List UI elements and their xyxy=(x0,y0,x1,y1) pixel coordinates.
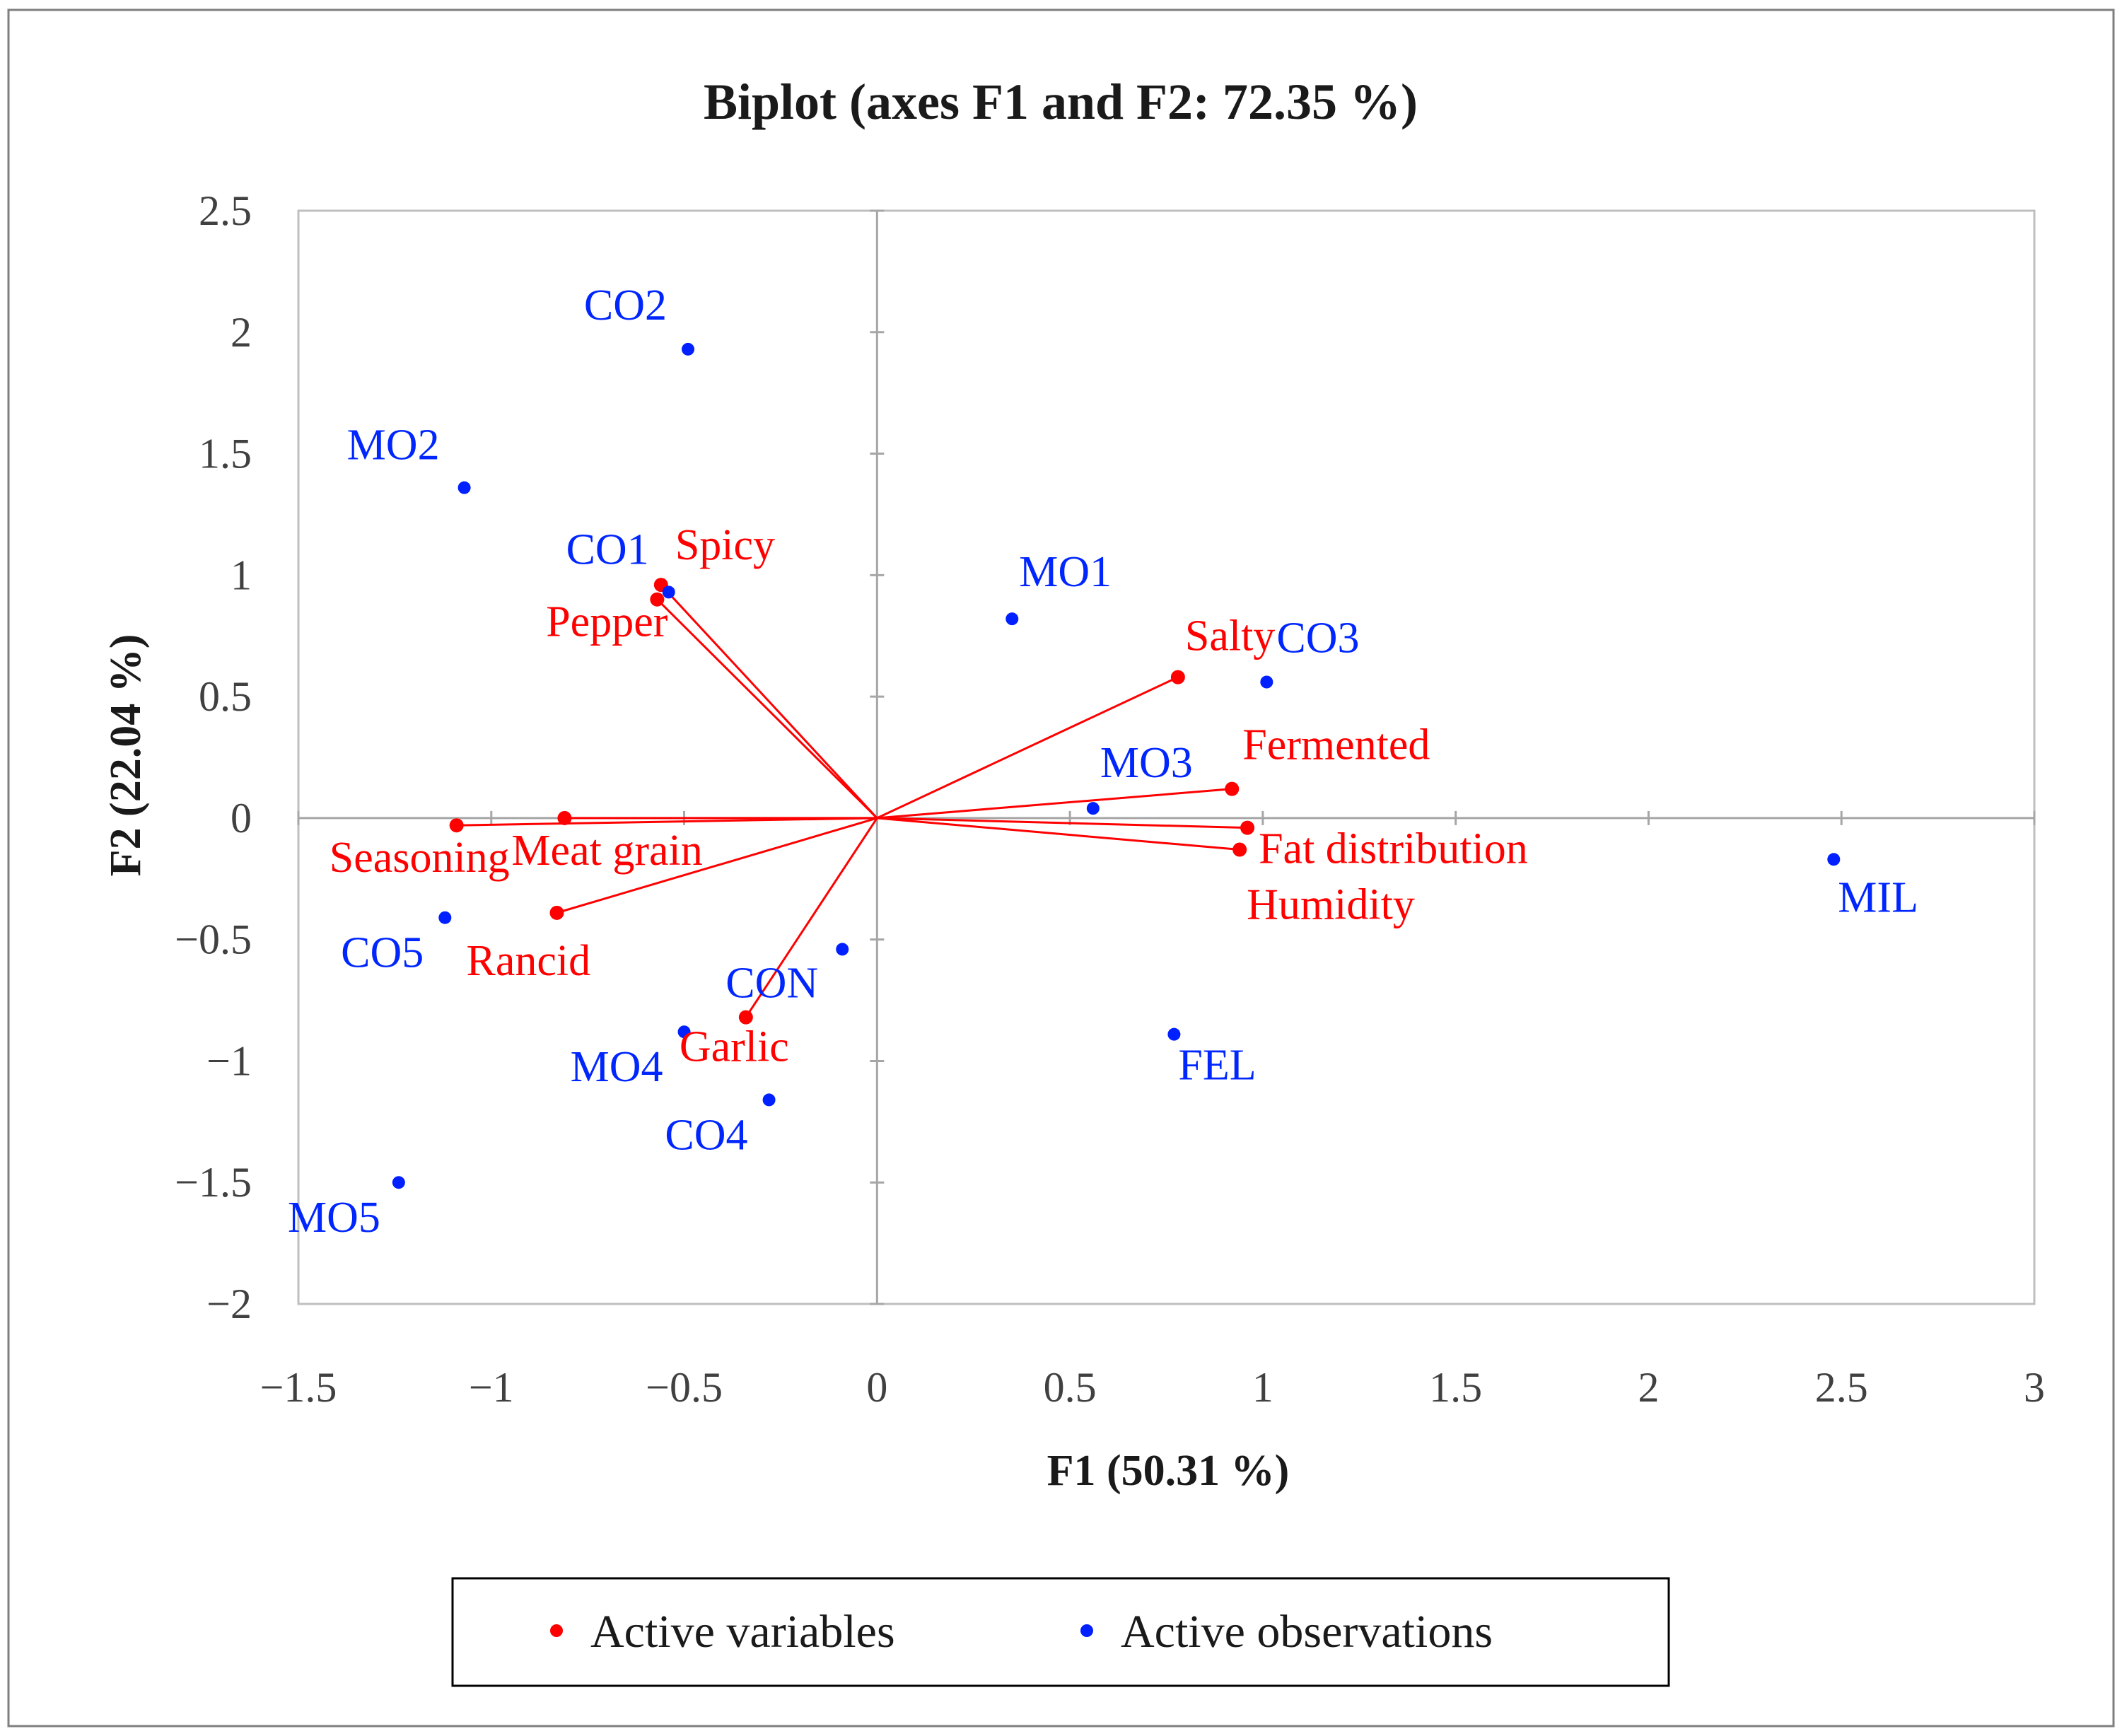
variable-point-fat-distribution xyxy=(1240,820,1255,835)
y-tick-label: 1.5 xyxy=(199,431,252,477)
y-tick-label: 2.5 xyxy=(199,187,252,234)
observation-label-co5: CO5 xyxy=(341,929,424,977)
observation-point-co2 xyxy=(682,342,695,356)
variable-vectors xyxy=(456,584,1248,1018)
x-tick-label: −0.5 xyxy=(646,1364,723,1411)
vector-seasoning xyxy=(456,817,878,827)
legend-box xyxy=(451,1577,1670,1687)
x-tick-label: 1 xyxy=(1252,1364,1273,1411)
observation-point-mo2 xyxy=(457,481,471,494)
observation-point-mil xyxy=(1827,853,1841,866)
variable-point-seasoning xyxy=(449,818,464,833)
axes: −1.5 −1 −0.5 0 0.5 1 1.5 2 2.5 3−2−1.5−1−0.500.51… xyxy=(175,187,2045,1411)
legend-marker-observations xyxy=(1080,1624,1093,1637)
x-tick-label: 3 xyxy=(2024,1364,2045,1411)
x-tick-label: 0 xyxy=(866,1364,887,1411)
y-axis-title: F2 (22.04 %) xyxy=(102,634,150,877)
observation-point-mo5 xyxy=(392,1176,405,1189)
vector-pepper xyxy=(656,598,878,819)
legend-marker-variables xyxy=(550,1624,563,1637)
chart-title: Biplot (axes F1 and F2: 72.35 %) xyxy=(704,74,1418,130)
y-tick-label: 1 xyxy=(231,552,252,598)
chart-frame xyxy=(7,8,2115,1728)
legend-label-variables: Active variables xyxy=(590,1606,895,1658)
observation-label-mo1: MO1 xyxy=(1019,548,1112,596)
x-tick-label: 2 xyxy=(1638,1364,1659,1411)
vector-rancid xyxy=(556,817,878,914)
legend-label-observations: Active observations xyxy=(1121,1606,1493,1658)
variable-label-fermented: Fermented xyxy=(1242,721,1430,769)
plot-area xyxy=(297,209,2036,1305)
observation-point-mo4 xyxy=(677,1025,691,1039)
y-tick-label: 2 xyxy=(231,309,252,356)
data-points xyxy=(392,342,1841,1189)
y-tick-label: −1 xyxy=(206,1037,252,1084)
variable-label-pepper: Pepper xyxy=(546,598,668,646)
variable-point-pepper xyxy=(650,592,665,607)
observation-label-mo3: MO3 xyxy=(1100,739,1193,787)
observation-label-mo2: MO2 xyxy=(347,421,440,470)
x-tick-label: 2.5 xyxy=(1815,1364,1868,1411)
y-tick-label: −2 xyxy=(206,1281,252,1327)
observation-point-con xyxy=(836,943,849,956)
observation-point-mo1 xyxy=(1005,612,1019,626)
x-tick-label: −1.5 xyxy=(260,1364,337,1411)
vector-humidity xyxy=(877,817,1240,851)
variable-label-salty: Salty xyxy=(1185,612,1275,660)
vector-garlic xyxy=(745,817,878,1018)
variable-label-humidity: Humidity xyxy=(1247,881,1415,929)
variable-point-fermented xyxy=(1225,781,1240,796)
y-tick-label: −0.5 xyxy=(175,916,252,963)
y-tick-label: 0 xyxy=(231,795,252,841)
variable-point-meat-grain xyxy=(557,810,572,825)
observation-point-co3 xyxy=(1260,675,1273,689)
vector-spicy xyxy=(660,584,878,819)
observation-point-mo3 xyxy=(1086,802,1100,815)
variable-point-humidity xyxy=(1232,842,1247,857)
x-axis-title: F1 (50.31 %) xyxy=(1047,1447,1290,1495)
variable-label-seasoning: Seasoning xyxy=(330,834,510,882)
observation-point-co5 xyxy=(438,911,452,924)
variable-label-garlic: Garlic xyxy=(680,1023,789,1071)
x-tick-label: −1 xyxy=(469,1364,514,1411)
observation-label-con: CON xyxy=(725,959,818,1007)
variable-label-spicy: Spicy xyxy=(675,521,775,569)
observation-label-mo5: MO5 xyxy=(288,1194,380,1242)
observation-label-co1: CO1 xyxy=(566,525,649,573)
observation-label-mil: MIL xyxy=(1838,873,1918,921)
observation-label-co3: CO3 xyxy=(1276,614,1359,662)
vector-fat-distribution xyxy=(877,817,1248,829)
variable-label-rancid: Rancid xyxy=(467,937,591,985)
x-tick-label: 1.5 xyxy=(1429,1364,1482,1411)
observation-point-fel xyxy=(1167,1027,1181,1041)
y-tick-label: 0.5 xyxy=(199,673,252,720)
vector-fermented xyxy=(877,788,1232,820)
observation-label-fel: FEL xyxy=(1178,1042,1256,1090)
y-tick-label: −1.5 xyxy=(175,1159,252,1206)
observation-label-co2: CO2 xyxy=(584,281,667,330)
x-tick-label: 0.5 xyxy=(1044,1364,1097,1411)
observation-label-mo4: MO4 xyxy=(571,1043,663,1091)
observation-point-co4 xyxy=(762,1093,776,1107)
variable-point-rancid xyxy=(549,905,564,920)
observation-label-co4: CO4 xyxy=(665,1111,747,1159)
legend: Active variables Active observations xyxy=(451,1577,1670,1687)
variable-label-fat-distribution: Fat distribution xyxy=(1259,825,1528,873)
observation-point-co1 xyxy=(662,586,675,599)
variable-point-garlic xyxy=(738,1010,753,1025)
vector-salty xyxy=(876,676,1179,820)
variable-point-salty xyxy=(1170,670,1185,685)
variable-label-meat-grain: Meat grain xyxy=(511,827,702,875)
